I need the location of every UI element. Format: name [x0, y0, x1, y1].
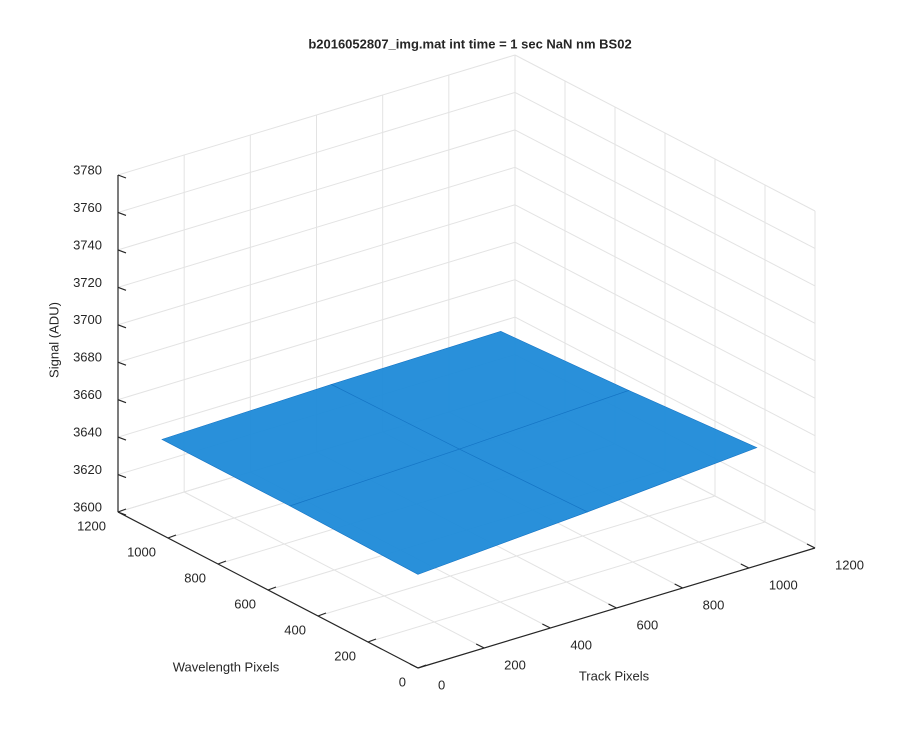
y-tick-label: 800	[184, 570, 206, 585]
z-tick	[117, 473, 127, 479]
x-tick-label: 600	[637, 617, 659, 632]
z-tick	[117, 399, 127, 404]
y-axis-title: Wavelength Pixels	[173, 659, 280, 674]
z-tick-label: 3640	[73, 425, 102, 440]
z-tick	[117, 436, 127, 441]
grid-line	[367, 521, 766, 643]
z-tick	[117, 511, 127, 516]
grid-line	[117, 316, 516, 438]
grid-line	[117, 91, 516, 213]
x-tick-label: 800	[703, 597, 725, 612]
y-tick-label: 400	[284, 622, 306, 637]
z-axis-title: Signal (ADU)	[46, 302, 61, 378]
grid-line	[317, 495, 716, 617]
z-tick-label: 3700	[73, 312, 102, 327]
z-tick	[117, 211, 127, 217]
grid-line	[514, 316, 816, 474]
z-tick	[117, 249, 127, 254]
grid-line	[514, 279, 816, 437]
y-tick-label: 1000	[127, 544, 156, 559]
x-tick	[542, 623, 551, 629]
grid-line	[117, 166, 516, 288]
x-tick	[409, 663, 419, 669]
grid-line	[117, 129, 516, 251]
x-tick	[740, 563, 750, 569]
y-tick-label: 200	[334, 648, 356, 663]
x-tick-label: 0	[438, 677, 445, 692]
chart-title: b2016052807_img.mat int time = 1 sec NaN…	[308, 36, 631, 51]
z-tick	[117, 286, 127, 291]
grid-line	[514, 92, 816, 249]
x-tick	[806, 543, 816, 549]
x-tick-label: 400	[570, 637, 592, 652]
z-tick-label: 3680	[73, 350, 102, 365]
y-tick	[367, 638, 377, 643]
z-tick-label: 3620	[73, 462, 102, 477]
x-tick-label: 1200	[835, 557, 864, 572]
y-tick-label: 0	[399, 674, 406, 689]
grid-line	[117, 241, 516, 363]
grid-line	[514, 166, 816, 324]
x-tick	[475, 643, 485, 649]
x-axis-title: Track Pixels	[579, 668, 650, 683]
z-tick-label: 3600	[73, 499, 102, 514]
y-tick-label: 1200	[77, 518, 106, 533]
y-tick	[417, 664, 427, 669]
grid-line	[117, 279, 516, 401]
z-tick-label: 3760	[73, 200, 102, 215]
grid-line	[514, 54, 816, 212]
z-tick-label: 3780	[73, 162, 102, 177]
z-tick	[117, 174, 127, 179]
y-tick-label: 600	[234, 596, 256, 611]
x-tick	[674, 583, 683, 589]
z-tick-label: 3720	[73, 275, 102, 290]
z-tick-label: 3660	[73, 387, 102, 402]
z-tick	[117, 361, 127, 366]
y-tick	[267, 586, 277, 591]
x-tick	[608, 603, 617, 609]
x-tick-label: 1000	[769, 577, 798, 592]
grid-line	[514, 241, 816, 399]
y-tick	[117, 508, 127, 513]
y-tick	[167, 534, 177, 539]
z-tick-label: 3740	[73, 237, 102, 252]
grid-line	[514, 129, 816, 287]
z-tick	[117, 324, 127, 329]
grid-line	[117, 204, 516, 326]
x-tick-label: 200	[504, 657, 526, 672]
grid-line	[514, 204, 816, 362]
y-tick	[217, 560, 227, 565]
y-tick	[317, 612, 327, 617]
grid-line	[117, 54, 516, 176]
surface-patch	[289, 448, 589, 575]
